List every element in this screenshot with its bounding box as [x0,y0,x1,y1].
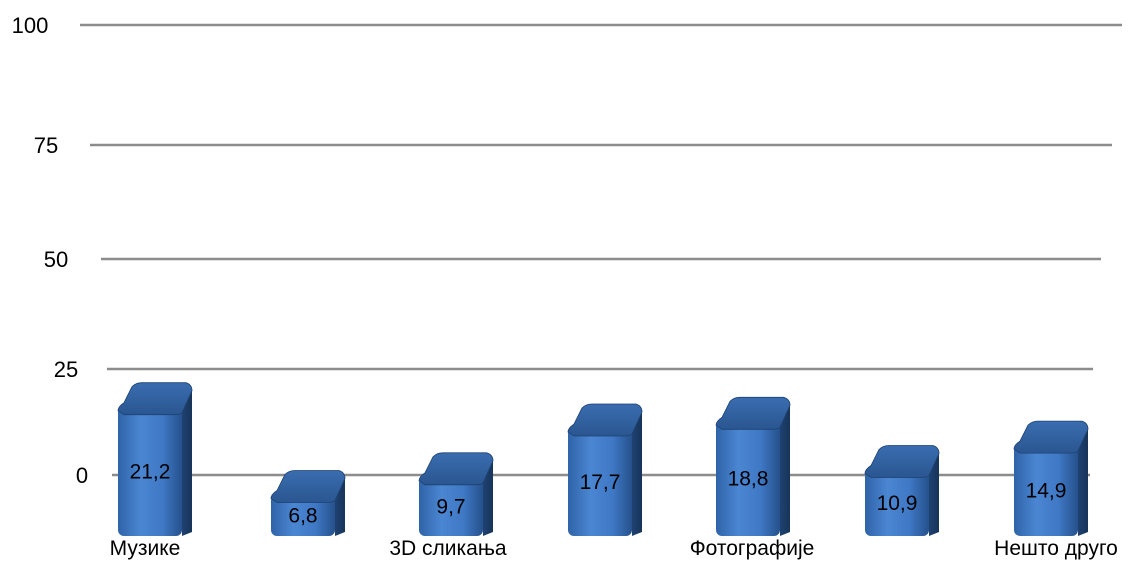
bar-top [270,470,346,503]
data-label: 10,9 [877,492,918,515]
data-label: 21,2 [130,460,171,483]
y-tick-label: 25 [54,357,78,382]
y-tick-label: 75 [34,133,58,158]
bar-top [1013,420,1089,454]
bar-top [117,382,193,416]
bar-side [335,478,345,536]
bar-front [568,428,632,536]
bar-front [865,469,929,536]
bar: 10,9 [864,445,940,536]
bar-side [1078,429,1088,536]
bar-front [716,421,780,536]
bar: 17,7 [567,403,643,536]
data-label: 14,9 [1026,480,1067,503]
y-tick-label: 100 [12,13,49,38]
bar: 18,8 [715,396,791,536]
bar-side [929,453,939,536]
bar-front [1014,445,1078,536]
x-category-label: Фотографије [690,537,815,560]
bar: 21,2 [117,382,193,536]
data-label: 6,8 [288,504,317,527]
data-label: 18,8 [728,468,769,491]
bar-top [567,403,643,437]
bar-front [118,406,182,536]
data-label: 9,7 [436,495,465,518]
bar-side [632,412,642,536]
x-category-label: Нешто друго [994,537,1118,560]
bar-top [715,396,791,430]
y-tick-label: 0 [76,463,88,488]
bar: 6,8 [270,470,346,536]
x-category-label: Музике [110,537,181,560]
bar-front [419,476,483,536]
bar: 9,7 [418,452,494,536]
bar-top [864,445,940,478]
data-label: 17,7 [580,471,621,494]
bar-top [418,452,494,486]
bar-side [780,405,790,536]
bar-front [271,494,335,536]
bar-side [182,390,192,536]
bar-side [483,460,493,536]
x-category-label: 3D сликања [389,537,507,560]
y-tick-label: 50 [44,247,68,272]
bar: 14,9 [1013,420,1089,536]
